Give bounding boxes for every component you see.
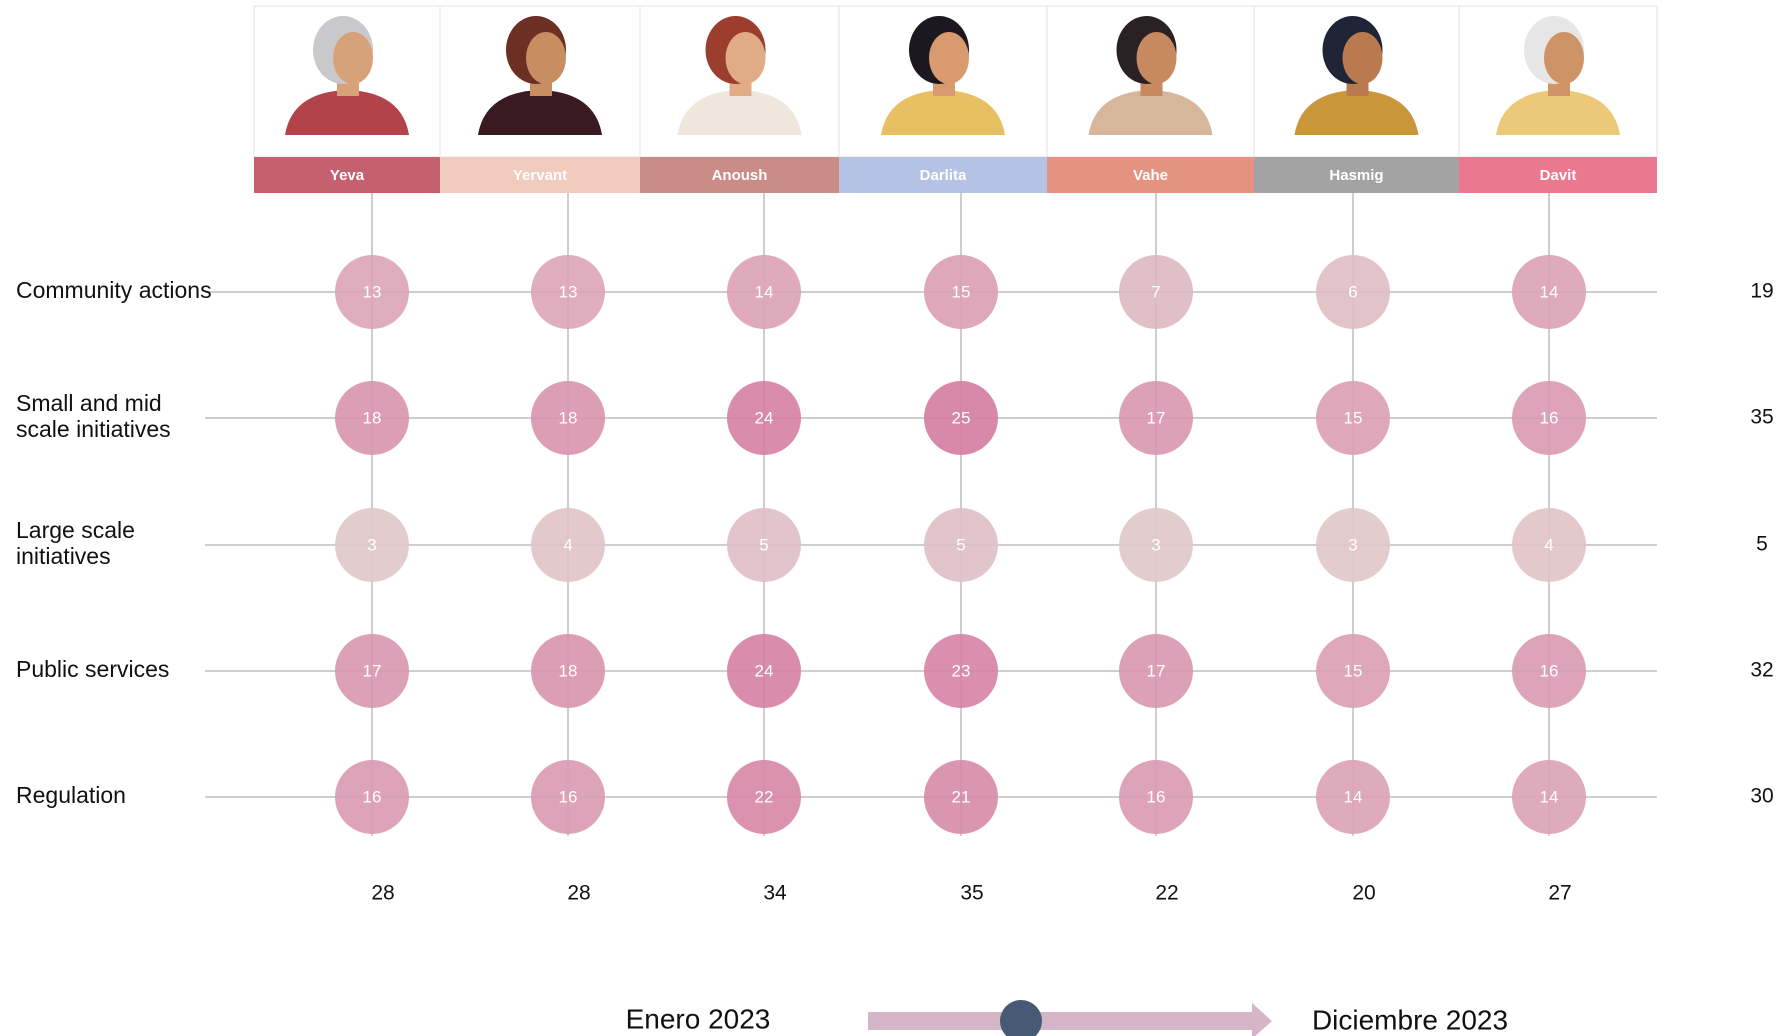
- value-label: 5: [956, 535, 965, 554]
- avatar-face: [929, 32, 969, 84]
- value-label: 15: [1344, 408, 1363, 427]
- row-total: 19: [1750, 280, 1773, 303]
- value-label: 15: [952, 282, 971, 301]
- column-total: 20: [1352, 882, 1375, 905]
- value-label: 3: [367, 535, 376, 554]
- persona-name: Yervant: [513, 167, 567, 184]
- value-label: 16: [1540, 408, 1559, 427]
- value-label: 16: [1147, 787, 1166, 806]
- value-label: 14: [1540, 787, 1559, 806]
- column-total: 27: [1548, 882, 1571, 905]
- value-label: 14: [755, 282, 774, 301]
- row-total: 35: [1750, 406, 1773, 429]
- value-label: 18: [559, 661, 578, 680]
- column-total: 28: [567, 882, 590, 905]
- value-label: 14: [1540, 282, 1559, 301]
- value-label: 24: [755, 661, 774, 680]
- row-total: 5: [1756, 533, 1768, 556]
- value-label: 5: [759, 535, 768, 554]
- value-label: 7: [1151, 282, 1160, 301]
- row-label: Regulation: [16, 782, 126, 808]
- value-label: 3: [1151, 535, 1160, 554]
- persona-name: Yeva: [330, 167, 365, 184]
- avatar-face: [1343, 32, 1383, 84]
- value-label: 3: [1348, 535, 1357, 554]
- persona-name: Davit: [1540, 167, 1577, 184]
- value-label: 13: [363, 282, 382, 301]
- value-label: 13: [559, 282, 578, 301]
- row-label: Public services: [16, 656, 169, 682]
- row-total: 32: [1750, 659, 1773, 682]
- value-label: 15: [1344, 661, 1363, 680]
- timeline-start: Enero 2023: [626, 1003, 771, 1034]
- value-label: 25: [952, 408, 971, 427]
- value-label: 16: [1540, 661, 1559, 680]
- avatar-face: [333, 32, 373, 84]
- column-total: 34: [763, 882, 787, 905]
- value-label: 17: [1147, 408, 1166, 427]
- value-label: 6: [1348, 282, 1357, 301]
- column-total: 35: [960, 882, 983, 905]
- value-label: 18: [363, 408, 382, 427]
- value-label: 14: [1344, 787, 1363, 806]
- timeline-end: Diciembre 2023: [1312, 1004, 1508, 1035]
- column-total: 28: [371, 882, 394, 905]
- value-label: 18: [559, 408, 578, 427]
- persona-name: Vahe: [1133, 167, 1168, 184]
- timeline-knob[interactable]: [1000, 1000, 1042, 1036]
- avatar-face: [1137, 32, 1177, 84]
- value-label: 16: [363, 787, 382, 806]
- value-label: 21: [952, 787, 971, 806]
- persona-name: Hasmig: [1329, 167, 1383, 184]
- avatar-face: [526, 32, 566, 84]
- value-label: 17: [1147, 661, 1166, 680]
- value-label: 4: [563, 535, 572, 554]
- column-total: 22: [1155, 882, 1178, 905]
- timeline-arrow: [1252, 1003, 1272, 1036]
- value-label: 16: [559, 787, 578, 806]
- persona-name: Darlita: [920, 167, 967, 184]
- avatar-face: [726, 32, 766, 84]
- row-label: Community actions: [16, 277, 212, 303]
- value-label: 4: [1544, 535, 1553, 554]
- avatar-face: [1544, 32, 1584, 84]
- value-label: 23: [952, 661, 971, 680]
- persona-name: Anoush: [712, 167, 768, 184]
- value-label: 17: [363, 661, 382, 680]
- page: Enero 2023 Diciembre 2023 Yeva Yervant Ano…: [0, 0, 1783, 1036]
- value-label: 24: [755, 408, 774, 427]
- row-total: 30: [1750, 785, 1773, 808]
- value-label: 22: [755, 787, 774, 806]
